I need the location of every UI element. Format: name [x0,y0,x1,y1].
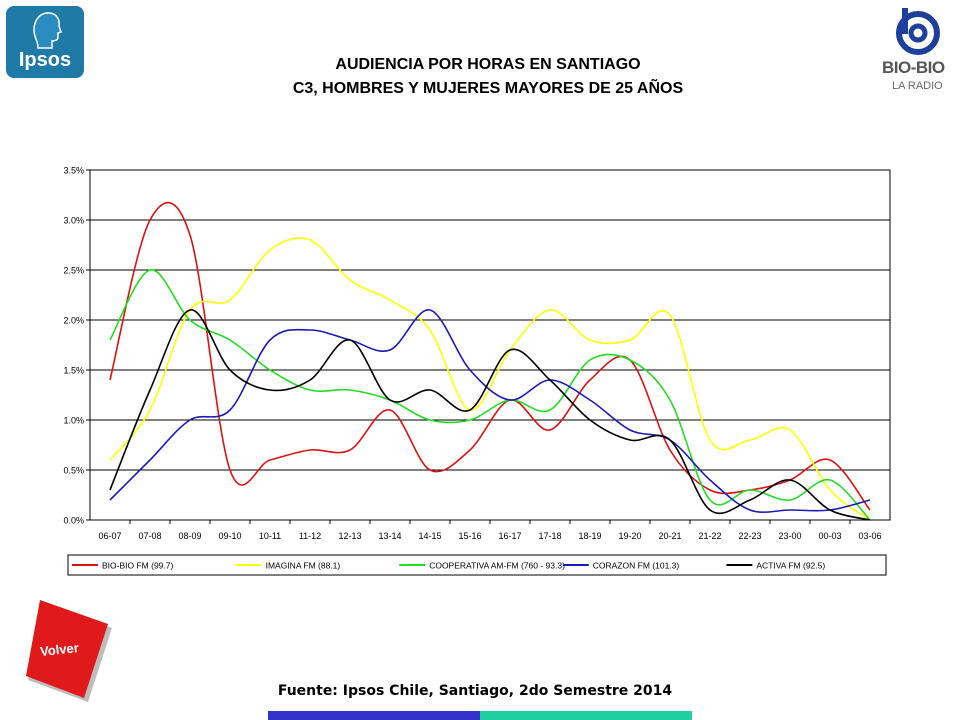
x-tick-label: 18-19 [578,531,601,541]
x-tick-label: 11-12 [299,531,321,541]
y-tick-label: 1.0% [63,416,84,426]
x-tick-label: 03-06 [858,531,881,541]
source-note: Fuente: Ipsos Chile, Santiago, 2do Semes… [277,683,673,699]
footer-bar-teal [480,711,692,720]
page-title-line1: AUDIENCIA POR HORAS EN SANTIAGO [335,56,641,73]
x-tick-label: 12-13 [338,531,361,541]
x-tick-label: 00-03 [818,531,841,541]
x-tick-label: 17-18 [538,531,561,541]
series-line-1 [109,237,871,521]
ipsos-logo: Ipsos [6,6,84,78]
x-tick-label: 22-23 [738,531,761,541]
legend-label: ACTIVA FM (92.5) [756,561,825,571]
legend-label: COOPERATIVA AM-FM (760 - 93.3) [429,561,565,571]
x-tick-label: 20-21 [658,531,681,541]
biobio-logo: BIO-BIO LA RADIO [880,6,956,104]
x-tick-label: 23-00 [778,531,801,541]
y-tick-label: 3.5% [63,166,84,176]
y-tick-label: 1.5% [63,366,84,376]
legend-label: CORAZON FM (101.3) [593,561,680,571]
x-tick-label: 19-20 [618,531,641,541]
x-tick-label: 09-10 [218,531,241,541]
y-tick-label: 2.0% [63,316,84,326]
biobio-subtitle: LA RADIO [892,80,943,92]
plot-area [89,169,891,521]
volver-button[interactable]: Volver [26,598,116,708]
legend-label: BIO-BIO FM (99.7) [102,561,173,571]
x-tick-label: 13-14 [378,531,401,541]
series-line-0 [109,201,871,511]
ipsos-wordmark: Ipsos [18,49,72,71]
biobio-symbol-icon [896,8,940,55]
series-line-3 [109,309,871,513]
x-tick-label: 10-11 [259,531,281,541]
y-tick-label: 0.5% [63,466,84,476]
audience-line-chart: 0.0% 0.5% 1.0% 1.5% 2.0% 2.5% 3.0% 3.5% 06-07 07-… [63,166,891,576]
y-tick-label: 0.0% [63,516,84,526]
series-line-2 [109,269,871,521]
ipsos-head-icon [33,12,62,49]
x-tick-label: 14-15 [418,531,441,541]
x-tick-label: 06-07 [98,531,121,541]
x-tick-label: 08-09 [178,531,201,541]
y-tick-label: 3.0% [63,216,84,226]
x-tick-label: 15-16 [458,531,481,541]
y-tick-label: 2.5% [63,266,84,276]
volver-button-shape [26,600,112,702]
x-tick-label: 07-08 [138,531,161,541]
footer-bar-blue [268,711,480,720]
x-tick-label: 16-17 [498,531,521,541]
biobio-wordmark: BIO-BIO [882,58,945,77]
series-line-4 [109,309,871,521]
x-tick-label: 21-22 [698,531,721,541]
legend-label: IMAGINA FM (88.1) [266,561,341,571]
page-title-line2: C3, HOMBRES Y MUJERES MAYORES DE 25 AÑOS [292,80,684,97]
legend-box [67,554,887,576]
